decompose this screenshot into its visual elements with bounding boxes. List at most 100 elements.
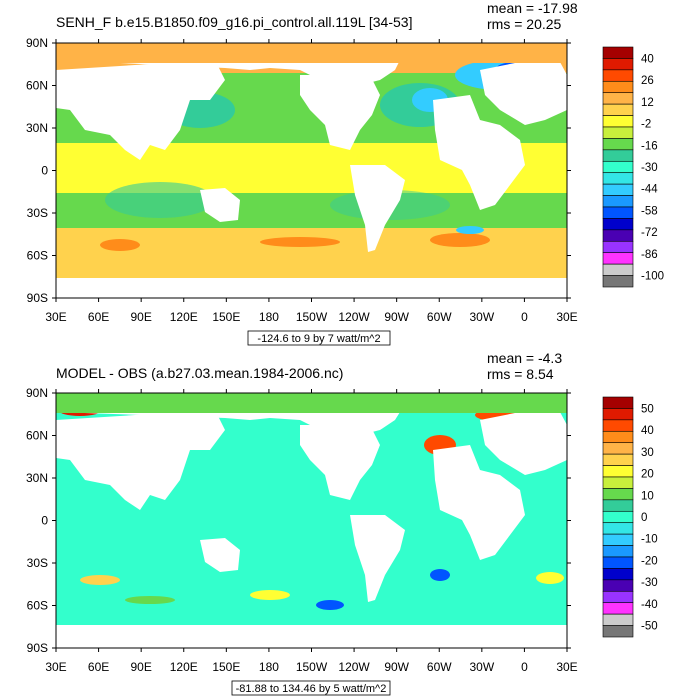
colorbar-label: 26 bbox=[641, 75, 654, 87]
lon-label: 30E bbox=[45, 310, 66, 324]
range-note: -81.88 to 134.46 by 5 watt/m^2 bbox=[236, 683, 387, 695]
colorbar-swatch bbox=[602, 252, 634, 265]
colorbar-swatch bbox=[602, 568, 634, 581]
lon-label: 150W bbox=[296, 310, 328, 324]
lon-label: 120E bbox=[170, 310, 198, 324]
colorbar-label: -20 bbox=[641, 555, 658, 567]
range-note-box bbox=[247, 330, 391, 346]
axis-ticks: 90N 60N 30N 0 30S 60S 90S 30E 60E 90E 120E 150E 180 1… bbox=[26, 36, 578, 324]
colorbar-swatch bbox=[602, 613, 634, 626]
colorbar-swatch bbox=[602, 263, 634, 276]
lon-label: 60E bbox=[88, 310, 109, 324]
colorbar-swatch bbox=[602, 183, 634, 196]
lat-label: 30S bbox=[27, 556, 48, 570]
lat-label: 90S bbox=[27, 291, 48, 305]
colorbar-swatch bbox=[602, 126, 634, 139]
colorbar-swatch bbox=[602, 275, 634, 288]
lon-label: 120E bbox=[170, 660, 198, 674]
mean-stat: mean = -4.3 bbox=[487, 350, 562, 366]
colorbar-label: -72 bbox=[641, 227, 658, 239]
lon-label: 150E bbox=[212, 310, 240, 324]
rms-stat: rms = 8.54 bbox=[487, 366, 554, 382]
lat-label: 30N bbox=[26, 121, 48, 135]
lon-label: 60W bbox=[427, 660, 452, 674]
colorbar-swatch bbox=[602, 510, 634, 524]
colorbar-label: -30 bbox=[641, 162, 658, 174]
lon-label: 120W bbox=[338, 660, 370, 674]
colorbar-swatch bbox=[602, 453, 634, 466]
lat-label: 60N bbox=[26, 429, 48, 443]
lat-label: 90N bbox=[26, 36, 48, 50]
lon-label: 30E bbox=[45, 660, 66, 674]
colorbar-swatch bbox=[602, 80, 634, 94]
colorbar-swatch bbox=[602, 488, 634, 501]
axis-ticks: 90N 60N 30N 0 30S 60S 90S 30E 60E 90E 120E 150E 180 1… bbox=[26, 386, 578, 674]
colorbar-swatch bbox=[602, 58, 634, 71]
lat-label: 90S bbox=[27, 641, 48, 655]
colorbar-label: -2 bbox=[641, 119, 651, 131]
colorbar-swatch bbox=[602, 545, 634, 558]
land-masses bbox=[56, 60, 567, 252]
lon-label: 90W bbox=[384, 310, 409, 324]
colorbar-label: -40 bbox=[641, 599, 658, 611]
colorbar-swatch bbox=[602, 408, 634, 421]
colorbar-swatch bbox=[602, 240, 634, 254]
colorbar-swatch bbox=[602, 442, 634, 455]
colorbar-label: 12 bbox=[641, 97, 654, 109]
colorbar-label: 10 bbox=[641, 490, 654, 502]
lon-label: 150W bbox=[296, 660, 328, 674]
lon-label: 180 bbox=[259, 310, 279, 324]
lon-label: 60E bbox=[88, 660, 109, 674]
colorbar-swatch bbox=[602, 46, 634, 59]
lon-label: 90W bbox=[384, 660, 409, 674]
colorbar-swatch bbox=[602, 396, 634, 409]
lon-label: 0 bbox=[521, 310, 528, 324]
colorbar-label: -30 bbox=[641, 577, 658, 589]
colorbar-swatch bbox=[602, 579, 634, 592]
lat-label: 30N bbox=[26, 471, 48, 485]
range-note-box bbox=[231, 680, 391, 696]
lon-label: 30W bbox=[469, 660, 494, 674]
map-panel-bottom: MODEL - OBS (a.b27.03.mean.1984-2006.nc)… bbox=[26, 350, 658, 696]
lat-label: 0 bbox=[41, 164, 48, 178]
colorbar-label: 0 bbox=[641, 512, 647, 524]
colorbar-swatch bbox=[602, 465, 634, 478]
colorbar-label: -10 bbox=[641, 534, 658, 546]
colorbar-swatch bbox=[602, 590, 634, 604]
colorbar-swatch bbox=[602, 138, 634, 151]
colorbar-swatch bbox=[602, 556, 634, 569]
colorbar-label: -58 bbox=[641, 205, 658, 217]
colorbar-swatch bbox=[602, 419, 634, 432]
colorbar-label: 40 bbox=[641, 425, 654, 437]
panel-title: MODEL - OBS (a.b27.03.mean.1984-2006.nc) bbox=[56, 365, 343, 381]
colorbar-swatch bbox=[602, 172, 634, 185]
colorbar-swatch bbox=[602, 149, 634, 162]
colorbar-swatch bbox=[602, 229, 634, 242]
colorbar-swatch bbox=[602, 103, 634, 116]
lat-label: 60S bbox=[27, 599, 48, 613]
lon-label: 30E bbox=[556, 310, 577, 324]
colorbar-label: -86 bbox=[641, 249, 658, 261]
colorbar-label: -44 bbox=[641, 184, 658, 196]
colorbar-swatch bbox=[602, 499, 634, 512]
lon-label: 60W bbox=[427, 310, 452, 324]
colorbar-swatch bbox=[602, 476, 634, 489]
map-field bbox=[56, 393, 567, 648]
panel-title: SENH_F b.e15.B1850.f09_g16.pi_control.al… bbox=[56, 14, 412, 30]
colorbar-swatch bbox=[602, 195, 634, 208]
lat-label: 30S bbox=[27, 206, 48, 220]
colorbar-swatch bbox=[602, 160, 634, 174]
lon-label: 150E bbox=[212, 660, 240, 674]
lon-label: 30W bbox=[469, 310, 494, 324]
colorbar: 50 40 30 20 10 0 -10 -20 -30 -40 -50 bbox=[602, 396, 658, 638]
mean-stat: mean = -17.98 bbox=[487, 0, 578, 16]
colorbar-swatch bbox=[602, 522, 634, 535]
land-masses bbox=[56, 410, 567, 648]
map-panel-top: SENH_F b.e15.B1850.f09_g16.pi_control.al… bbox=[26, 0, 664, 346]
colorbar-label: -100 bbox=[641, 271, 664, 283]
colorbar: 40 26 12 -2 -16 -30 -44 -58 -72 -86 -100 bbox=[602, 46, 664, 288]
colorbar-swatch bbox=[602, 430, 634, 444]
colorbar-swatch bbox=[602, 533, 634, 546]
colorbar-label: 50 bbox=[641, 403, 654, 415]
lat-label: 0 bbox=[41, 514, 48, 528]
